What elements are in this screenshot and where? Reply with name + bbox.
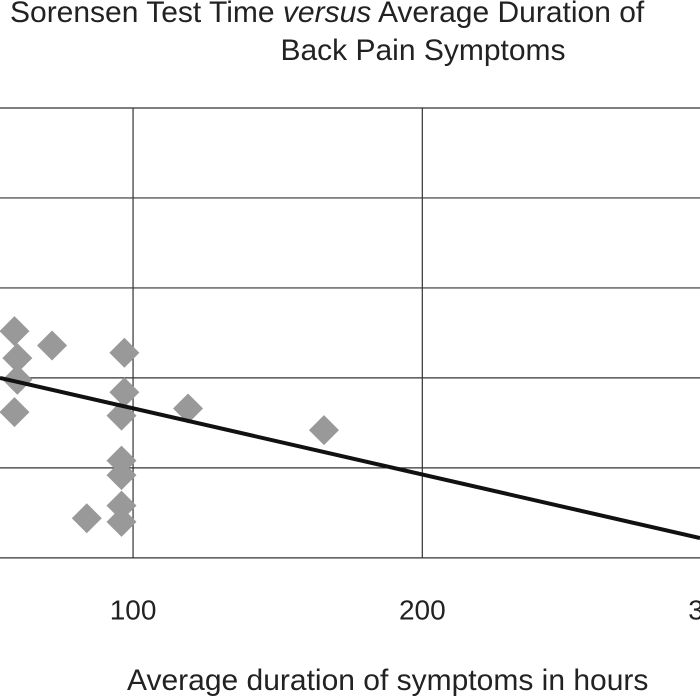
- title-emphasis: versus: [283, 0, 371, 29]
- x-tick-label: 200: [399, 594, 446, 625]
- chart-title-line2: Back Pain Symptoms: [280, 34, 565, 67]
- scatter-point: [37, 330, 68, 361]
- title-part: Average Duration of: [371, 0, 645, 29]
- scatter-point: [109, 337, 140, 368]
- scatter-point: [71, 503, 102, 534]
- title-part: Sorensen Test Time: [10, 0, 283, 29]
- x-axis-label: Average duration of symptoms in hours: [127, 664, 648, 697]
- trend-line: [0, 375, 700, 540]
- scatter-point: [173, 393, 204, 424]
- scatter-point: [0, 397, 30, 428]
- scatter-point: [308, 415, 339, 446]
- chart-title: Sorensen Test Time versus Average Durati…: [10, 0, 645, 29]
- scatter-point: [0, 316, 30, 347]
- scatter-point: [106, 506, 137, 537]
- scatter-point: [106, 460, 137, 491]
- scatter-point: [106, 490, 137, 521]
- scatter-point: [106, 400, 137, 431]
- x-tick-label: 100: [110, 594, 157, 625]
- x-tick-label: 300: [688, 594, 700, 625]
- scatter-point: [2, 364, 33, 395]
- scatter-point: [2, 343, 33, 374]
- scatter-point: [109, 377, 140, 408]
